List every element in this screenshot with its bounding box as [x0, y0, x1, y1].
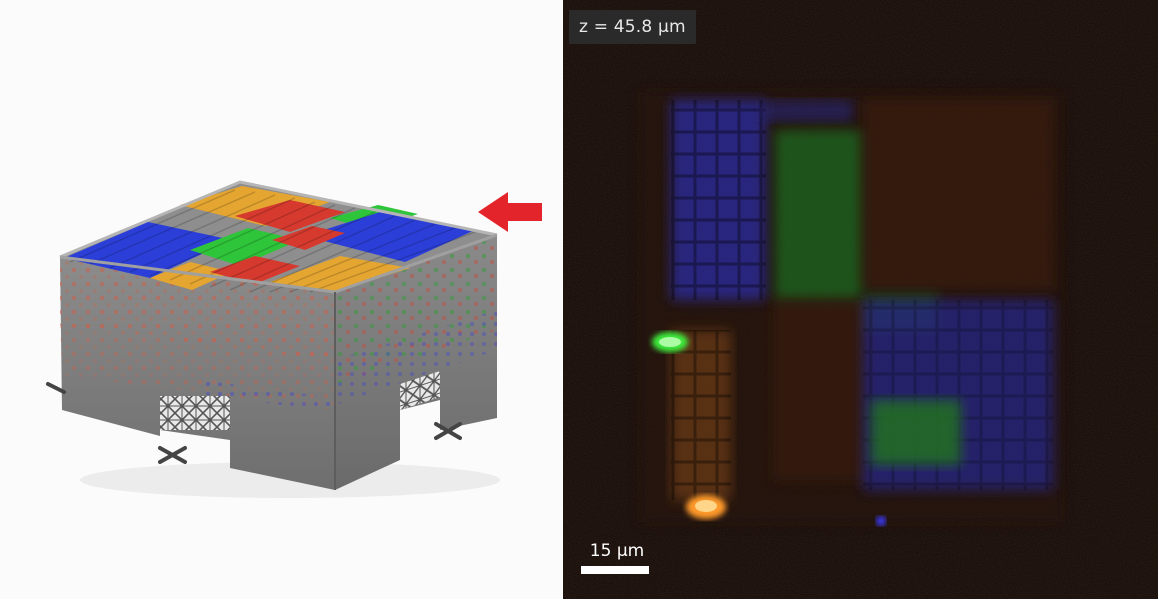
truss-support: [160, 396, 230, 430]
scale-bar-label: 15 µm: [589, 541, 645, 561]
micrograph-image: [563, 0, 1158, 599]
red-arrow-icon: [478, 192, 542, 232]
z-depth-label: z = 45.8 µm: [569, 10, 696, 44]
scale-bar-line: [581, 566, 649, 574]
block-right-face: [335, 235, 497, 490]
micrograph-panel: z = 45.8 µm 15 µm: [563, 0, 1158, 599]
marker-icon: [46, 382, 66, 394]
blue-particle: [876, 516, 886, 526]
truss-support: [400, 371, 440, 411]
render-panel: [0, 0, 562, 599]
marker-icon: [434, 422, 462, 440]
block-render: [46, 180, 542, 498]
scale-bar: 15 µm: [581, 541, 653, 574]
block-front-face: [60, 257, 335, 490]
marker-icon: [158, 446, 187, 464]
